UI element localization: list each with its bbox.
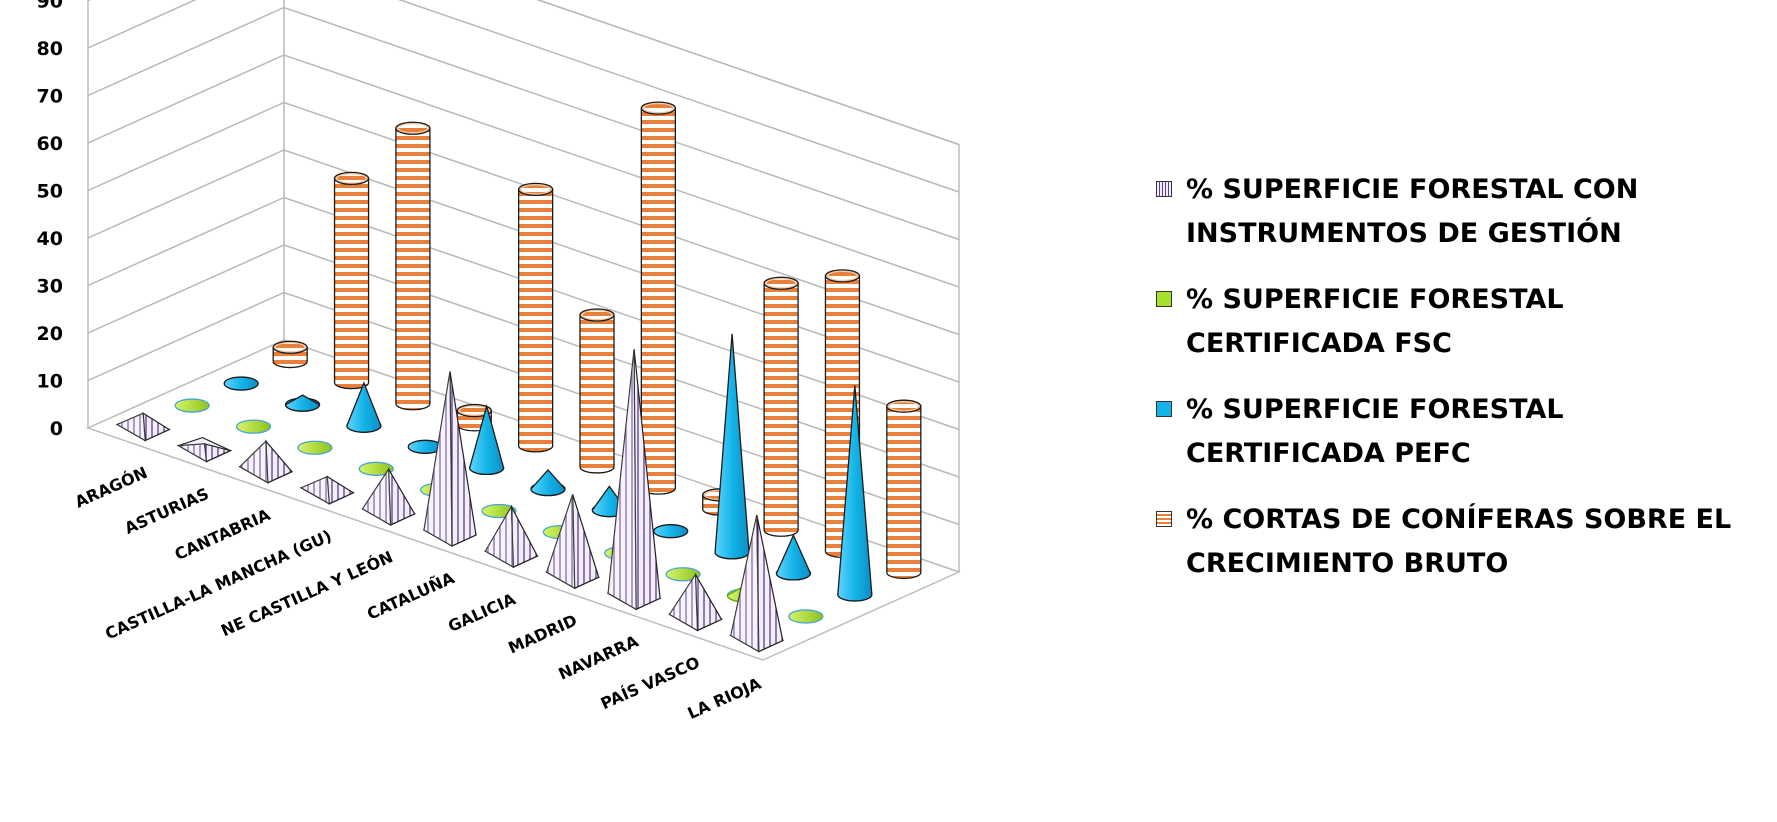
mark-pyramid-9: [606, 349, 662, 611]
legend-label-fsc: % SUPERFICIE FORESTAL CERTIFICADA FSC: [1186, 284, 1564, 359]
mark-cone-4: [358, 461, 394, 476]
y-tick-label: 60: [37, 133, 63, 155]
y-tick-label: 50: [37, 181, 63, 203]
mark-cone-2: [284, 394, 321, 412]
y-tick-label: 0: [50, 418, 63, 440]
mark-cylinder-11: [886, 399, 922, 580]
mark-cone-1: [174, 398, 210, 413]
legend-label-gestion: % SUPERFICIE FORESTAL CON INSTRUMENTOS D…: [1186, 174, 1639, 249]
y-tick-label: 80: [37, 38, 63, 60]
y-tick-label: 20: [37, 323, 63, 345]
mark-cone-3: [297, 440, 333, 455]
mark-cone-3: [346, 381, 382, 433]
legend-item-gestion: % SUPERFICIE FORESTAL CON INSTRUMENTOS D…: [1150, 168, 1770, 256]
x-tick-label-2: ASTURIAS: [122, 484, 212, 538]
x-tick-label-6: CATALUÑA: [364, 568, 458, 624]
legend-item-fsc: % SUPERFICIE FORESTAL CERTIFICADA FSC: [1150, 278, 1770, 366]
mark-cone-10: [775, 533, 812, 581]
legend-item-cortas: % CORTAS DE CONÍFERAS SOBRE EL CRECIMIEN…: [1150, 498, 1770, 586]
mark-cylinder-1: [272, 340, 308, 369]
legend-swatch-gestion: [1156, 181, 1172, 197]
mark-cone-6: [530, 469, 566, 497]
x-tick-label-11: LA RIOJA: [685, 674, 765, 723]
chart-canvas: 0 10 20 30 40 50 60 70 80 90 ARAGÓNASTURIASCANTAB…: [37, 0, 962, 723]
mark-pyramid-8: [545, 494, 601, 590]
mark-cylinder-9: [763, 276, 799, 537]
gridline: [87, 6, 960, 241]
mark-pyramid-1: [115, 412, 171, 442]
gridline: [87, 101, 960, 336]
mark-pyramid-7: [483, 504, 539, 569]
mark-cone-9: [665, 567, 701, 582]
gridline: [87, 0, 960, 193]
mark-pyramid-5: [361, 467, 417, 526]
mark-pyramid-3: [238, 439, 294, 484]
mark-cylinder-6: [579, 308, 615, 474]
mark-cone-11: [837, 385, 873, 602]
gridline: [87, 54, 960, 288]
gridline: [87, 0, 960, 146]
mark-cone-2: [235, 419, 272, 434]
mark-cone-8: [653, 524, 689, 539]
legend: % SUPERFICIE FORESTAL CON INSTRUMENTOS D…: [1150, 168, 1770, 608]
mark-pyramid-2: [176, 436, 233, 463]
legend-swatch-pefc: [1156, 401, 1172, 417]
y-tick-label: 10: [37, 371, 63, 393]
x-tick-label-8: MADRID: [505, 610, 580, 657]
mark-cylinder-3: [395, 121, 431, 411]
y-tick-label: 40: [37, 228, 63, 250]
mark-pyramid-6: [422, 371, 478, 548]
mark-pyramid-4: [299, 475, 355, 505]
x-tick-label-9: NAVARRA: [555, 631, 641, 683]
mark-pyramid-11: [729, 514, 785, 653]
legend-swatch-fsc: [1156, 291, 1172, 307]
mark-cylinder-2: [333, 171, 370, 390]
legend-item-pefc: % SUPERFICIE FORESTAL CERTIFICADA PEFC: [1150, 388, 1770, 476]
mark-cone-11: [788, 609, 824, 624]
mark-cylinder-5: [517, 182, 554, 453]
mark-pyramid-10: [668, 572, 723, 632]
floor: [85, 339, 962, 661]
gridline: [87, 149, 960, 383]
y-tick-label: 90: [37, 0, 63, 13]
y-axis: 0 10 20 30 40 50 60 70 80 90: [37, 0, 63, 440]
mark-cone-5: [468, 403, 505, 476]
mark-cylinder-7: [640, 101, 677, 495]
x-tick-label-7: GALICIA: [445, 589, 519, 636]
legend-swatch-cortas: [1156, 511, 1172, 527]
y-tick-label: 30: [37, 276, 63, 298]
x-tick-label-5: NE CASTILLA Y LEÓN: [218, 547, 396, 640]
chart-marks: [115, 101, 922, 653]
legend-label-pefc: % SUPERFICIE FORESTAL CERTIFICADA PEFC: [1186, 394, 1564, 469]
mark-cone-1: [223, 376, 259, 391]
y-tick-label: 70: [37, 86, 63, 108]
x-tick-label-1: ARAGÓN: [72, 463, 150, 512]
x-tick-label-3: CANTABRIA: [172, 505, 274, 564]
legend-label-cortas: % CORTAS DE CONÍFERAS SOBRE EL CRECIMIEN…: [1186, 504, 1732, 579]
